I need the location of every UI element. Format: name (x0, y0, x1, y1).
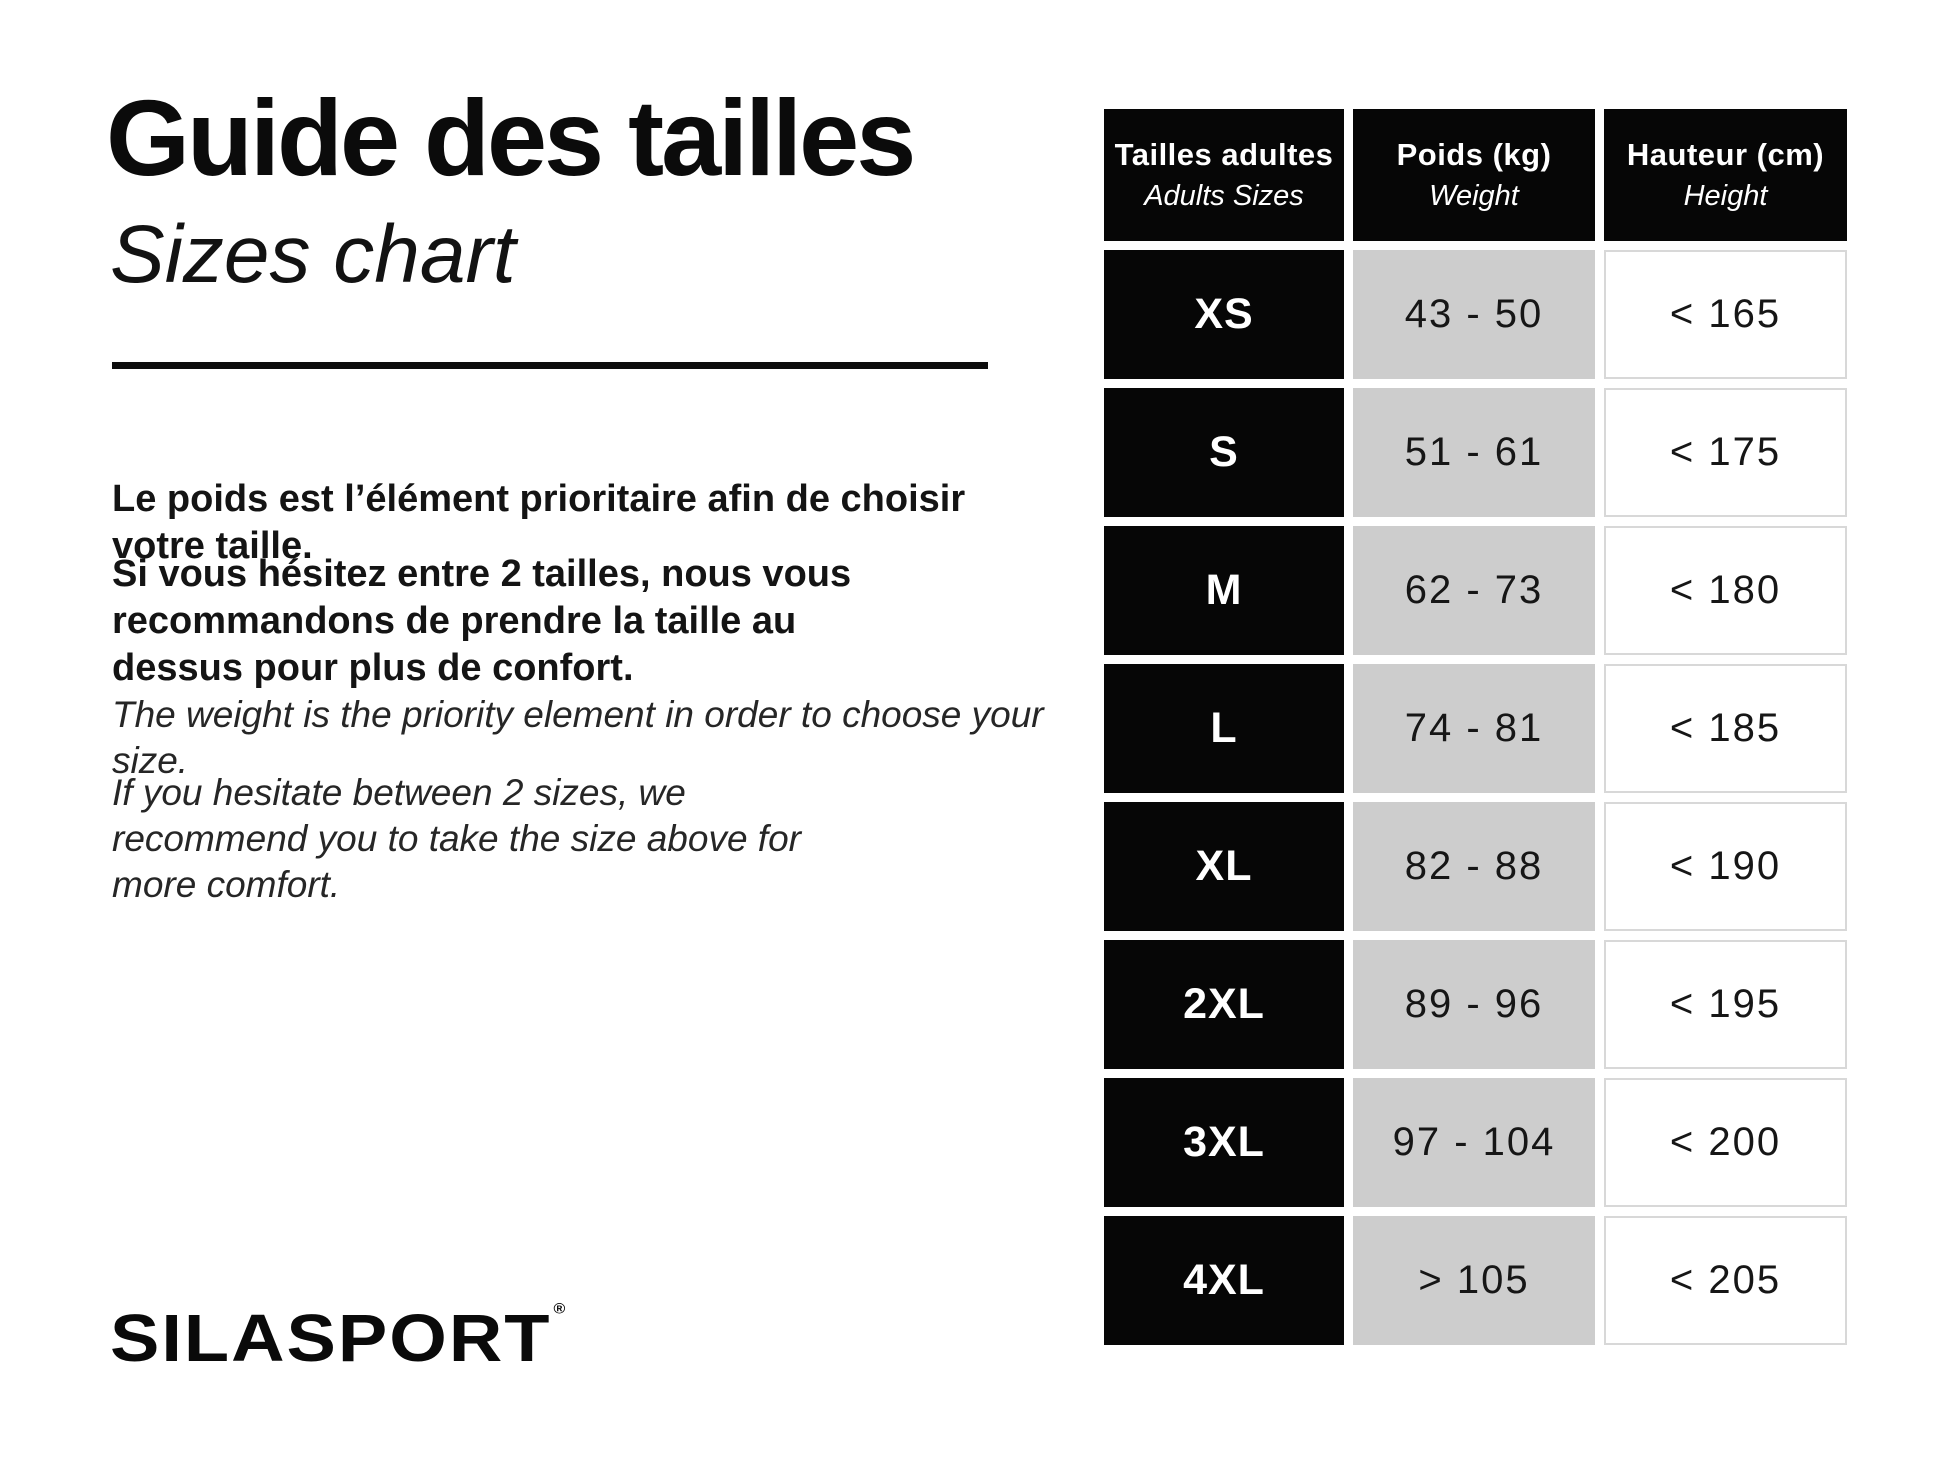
header-label-fr: Poids (kg) (1396, 137, 1552, 172)
weight-cell: 97 - 104 (1353, 1078, 1595, 1207)
size-cell: XL (1104, 802, 1344, 931)
page-subtitle: Sizes chart (110, 209, 516, 300)
height-cell: < 200 (1604, 1078, 1847, 1207)
header-label-en: Adults Sizes (1144, 180, 1304, 212)
height-cell: < 205 (1604, 1216, 1847, 1345)
table-header-adult-sizes: Tailles adultes Adults Sizes (1104, 109, 1344, 241)
size-cell: 2XL (1104, 940, 1344, 1069)
intro-paragraph-en-1: The weight is the priority element in or… (112, 694, 1044, 781)
table-header-height: Hauteur (cm) Height (1604, 109, 1847, 241)
height-cell: < 165 (1604, 250, 1847, 379)
size-table: Tailles adultes Adults Sizes Poids (kg) … (1104, 109, 1847, 1345)
intro-paragraph-en-2: If you hesitate between 2 sizes, we reco… (112, 772, 801, 905)
height-cell: < 190 (1604, 802, 1847, 931)
weight-cell: 82 - 88 (1353, 802, 1595, 931)
size-cell: M (1104, 526, 1344, 655)
header-label-fr: Hauteur (cm) (1626, 137, 1825, 172)
size-cell: 3XL (1104, 1078, 1344, 1207)
size-cell: L (1104, 664, 1344, 793)
divider-line (112, 362, 988, 369)
weight-cell: 51 - 61 (1353, 388, 1595, 517)
height-cell: < 185 (1604, 664, 1847, 793)
height-cell: < 175 (1604, 388, 1847, 517)
size-cell: S (1104, 388, 1344, 517)
height-cell: < 195 (1604, 940, 1847, 1069)
intro-paragraph-fr-1: Le poids est l’élément prioritaire afin … (112, 478, 966, 568)
weight-cell: 89 - 96 (1353, 940, 1595, 1069)
header-label-en: Weight (1429, 180, 1519, 212)
page-title: Guide des tailles (106, 77, 916, 198)
brand-logo: SILASPORT ® (110, 1300, 565, 1377)
intro-paragraph-fr-2: Si vous hésitez entre 2 tailles, nous vo… (112, 553, 852, 690)
weight-cell: > 105 (1353, 1216, 1595, 1345)
header-label-en: Height (1683, 180, 1768, 212)
weight-cell: 43 - 50 (1353, 250, 1595, 379)
brand-logo-text: SILASPORT (110, 1300, 552, 1376)
height-cell: < 180 (1604, 526, 1847, 655)
size-cell: XS (1104, 250, 1344, 379)
weight-cell: 62 - 73 (1353, 526, 1595, 655)
table-header-weight: Poids (kg) Weight (1353, 109, 1595, 241)
registered-trademark-icon: ® (553, 1301, 568, 1318)
weight-cell: 74 - 81 (1353, 664, 1595, 793)
header-label-fr: Tailles adultes (1114, 137, 1334, 172)
size-cell: 4XL (1104, 1216, 1344, 1345)
